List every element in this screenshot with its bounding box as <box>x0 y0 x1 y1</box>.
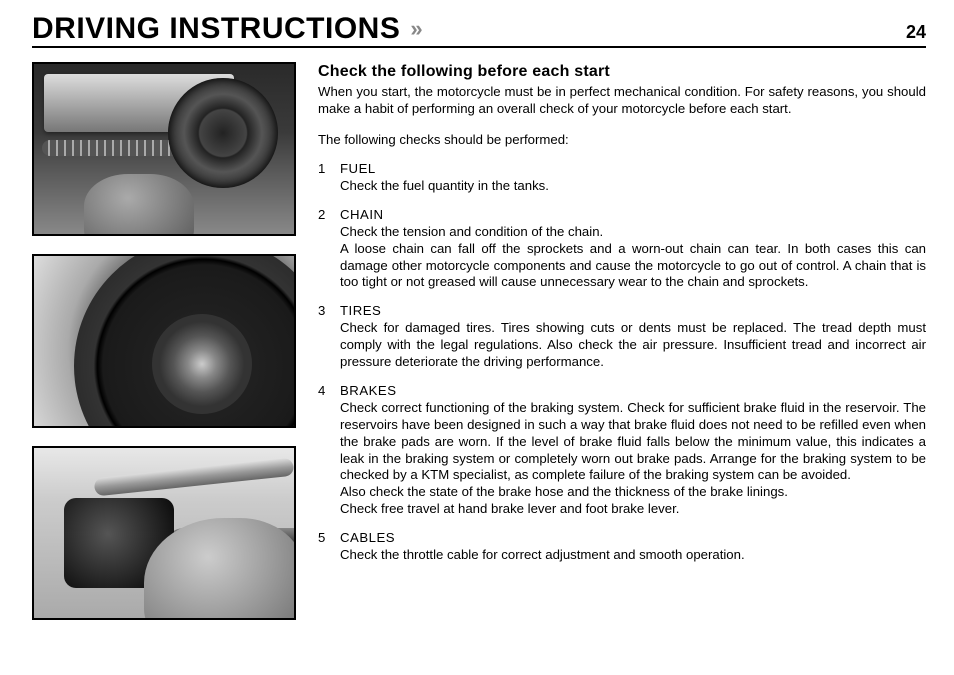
check-item: 5CABLESCheck the throttle cable for corr… <box>318 530 926 564</box>
check-item: 3TIRESCheck for damaged tires. Tires sho… <box>318 303 926 371</box>
check-label: TIRES <box>340 303 926 320</box>
check-number: 5 <box>318 530 340 564</box>
page-number: 24 <box>906 22 926 43</box>
photo-chain-check <box>32 62 296 236</box>
photo-tire-check <box>32 254 296 428</box>
check-body: BRAKESCheck correct functioning of the b… <box>340 383 926 518</box>
check-body: TIRESCheck for damaged tires. Tires show… <box>340 303 926 371</box>
check-label: CABLES <box>340 530 926 547</box>
check-label: CHAIN <box>340 207 926 224</box>
check-item: 1FUELCheck the fuel quantity in the tank… <box>318 161 926 195</box>
section-title: DRIVING INSTRUCTIONS <box>32 12 400 46</box>
check-description: Check the throttle cable for correct adj… <box>340 547 926 564</box>
subheading: Check the following before each start <box>318 62 926 82</box>
check-body: CABLESCheck the throttle cable for corre… <box>340 530 926 564</box>
check-number: 2 <box>318 207 340 291</box>
image-column <box>32 62 296 620</box>
header-left: DRIVING INSTRUCTIONS » <box>32 12 419 46</box>
photo-handlebar-controls <box>32 446 296 620</box>
intro-paragraph: When you start, the motorcycle must be i… <box>318 84 926 118</box>
text-column: Check the following before each start Wh… <box>318 62 926 620</box>
page-header: DRIVING INSTRUCTIONS » 24 <box>32 12 926 48</box>
check-description: Check the tension and condition of the c… <box>340 224 926 292</box>
check-item: 2CHAINCheck the tension and condition of… <box>318 207 926 291</box>
check-description: Check the fuel quantity in the tanks. <box>340 178 926 195</box>
checks-list: 1FUELCheck the fuel quantity in the tank… <box>318 161 926 564</box>
check-number: 1 <box>318 161 340 195</box>
check-number: 4 <box>318 383 340 518</box>
check-description: Check correct functioning of the braking… <box>340 400 926 518</box>
chevron-icon: » <box>410 16 418 42</box>
check-body: CHAINCheck the tension and condition of … <box>340 207 926 291</box>
check-label: BRAKES <box>340 383 926 400</box>
check-number: 3 <box>318 303 340 371</box>
lead-sentence: The following checks should be performed… <box>318 132 926 149</box>
content-area: Check the following before each start Wh… <box>32 62 926 620</box>
check-label: FUEL <box>340 161 926 178</box>
check-description: Check for damaged tires. Tires showing c… <box>340 320 926 371</box>
check-item: 4BRAKESCheck correct functioning of the … <box>318 383 926 518</box>
check-body: FUELCheck the fuel quantity in the tanks… <box>340 161 926 195</box>
